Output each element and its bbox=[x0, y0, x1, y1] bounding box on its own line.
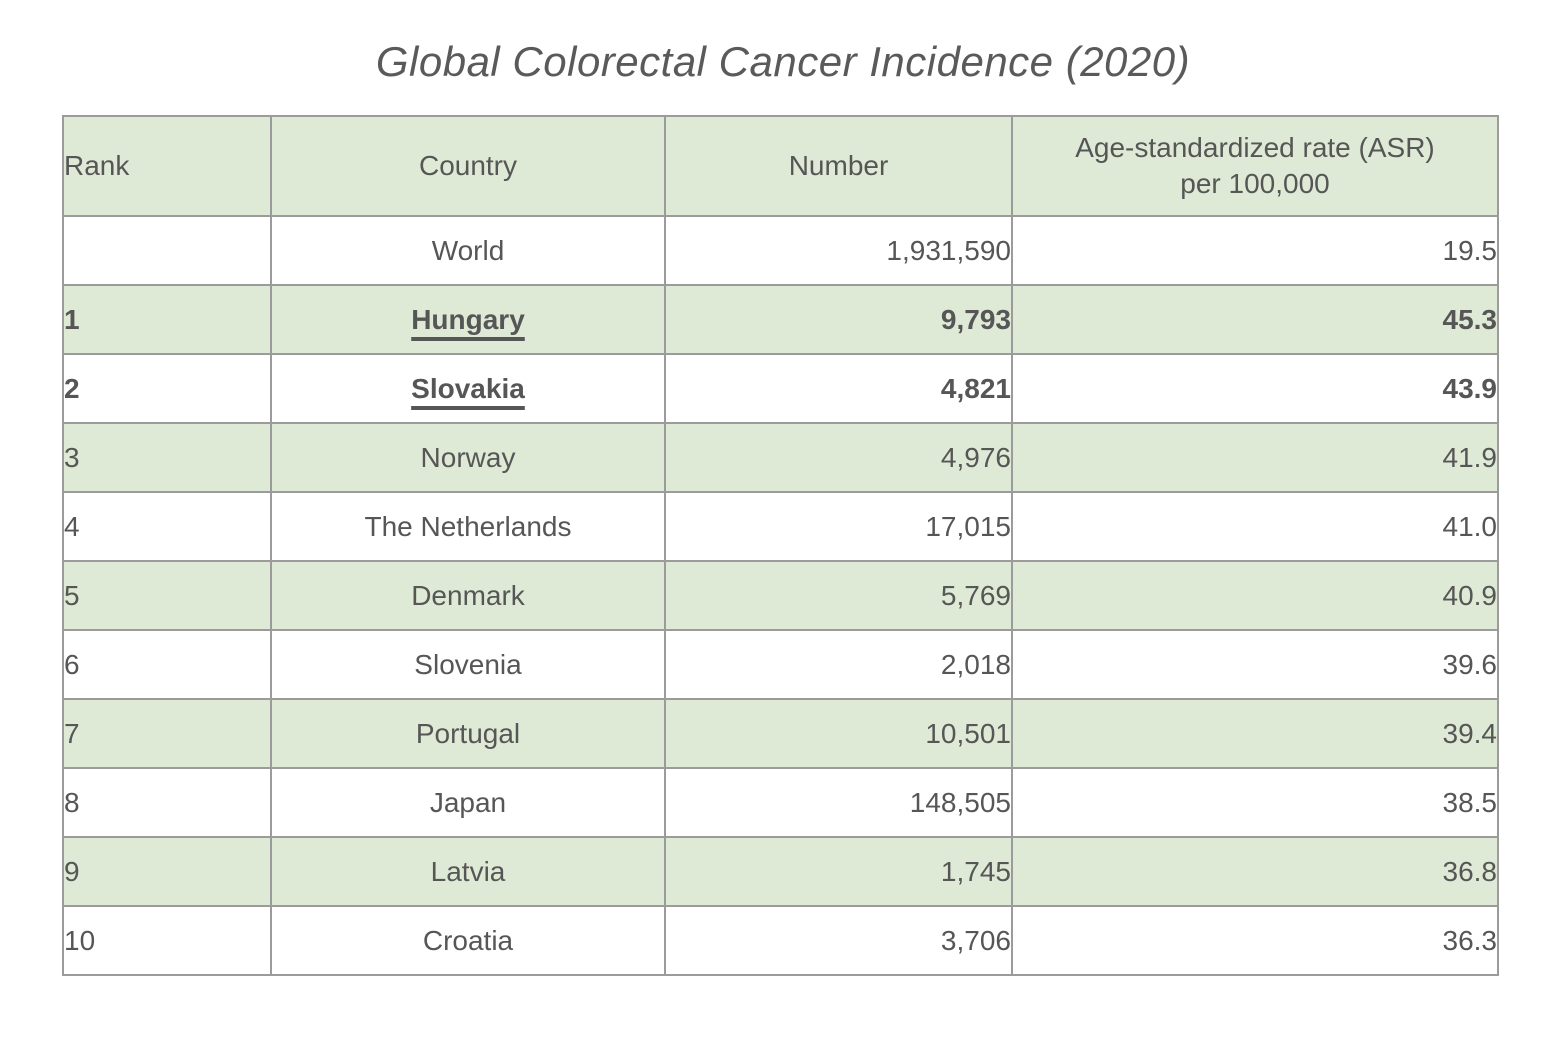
cell-number: 17,015 bbox=[664, 491, 1013, 562]
cell-asr: 41.9 bbox=[1011, 422, 1499, 493]
cell-number: 1,745 bbox=[664, 836, 1013, 907]
cell-number: 3,706 bbox=[664, 905, 1013, 976]
cell-rank: 5 bbox=[62, 560, 272, 631]
cell-asr: 43.9 bbox=[1011, 353, 1499, 424]
header-asr-line1: Age-standardized rate (ASR) bbox=[1075, 131, 1435, 163]
cell-asr: 39.6 bbox=[1011, 629, 1499, 700]
header-number: Number bbox=[664, 115, 1013, 217]
header-row: Rank Country Number Age-standardized rat… bbox=[62, 115, 1499, 217]
table-body: World 1,931,590 19.5 1 Hungary 9,793 45.… bbox=[62, 215, 1499, 976]
cell-country: Hungary bbox=[270, 284, 666, 355]
table-row-japan: 8 Japan 148,505 38.5 bbox=[62, 767, 1499, 838]
incidence-table: Rank Country Number Age-standardized rat… bbox=[62, 115, 1499, 976]
cell-asr: 40.9 bbox=[1011, 560, 1499, 631]
cell-rank: 9 bbox=[62, 836, 272, 907]
page-title: Global Colorectal Cancer Incidence (2020… bbox=[375, 38, 1191, 85]
cell-rank: 6 bbox=[62, 629, 272, 700]
cell-number: 4,821 bbox=[664, 353, 1013, 424]
table-row-norway: 3 Norway 4,976 41.9 bbox=[62, 422, 1499, 493]
cell-rank: 1 bbox=[62, 284, 272, 355]
table-header: Rank Country Number Age-standardized rat… bbox=[62, 115, 1499, 217]
table-row-slovakia: 2 Slovakia 4,821 43.9 bbox=[62, 353, 1499, 424]
cell-rank: 2 bbox=[62, 353, 272, 424]
cell-rank: 3 bbox=[62, 422, 272, 493]
cell-country: Norway bbox=[270, 422, 666, 493]
cell-number: 5,769 bbox=[664, 560, 1013, 631]
table-row-croatia: 10 Croatia 3,706 36.3 bbox=[62, 905, 1499, 976]
table-row-hungary: 1 Hungary 9,793 45.3 bbox=[62, 284, 1499, 355]
cell-asr: 39.4 bbox=[1011, 698, 1499, 769]
cell-country: Slovakia bbox=[270, 353, 666, 424]
cell-country: Slovenia bbox=[270, 629, 666, 700]
header-rank: Rank bbox=[62, 115, 272, 217]
cell-number: 148,505 bbox=[664, 767, 1013, 838]
cell-country: The Netherlands bbox=[270, 491, 666, 562]
table-row-denmark: 5 Denmark 5,769 40.9 bbox=[62, 560, 1499, 631]
cell-rank bbox=[62, 215, 272, 286]
table-row-slovenia: 6 Slovenia 2,018 39.6 bbox=[62, 629, 1499, 700]
header-country: Country bbox=[270, 115, 666, 217]
cell-rank: 7 bbox=[62, 698, 272, 769]
cell-asr: 19.5 bbox=[1011, 215, 1499, 286]
cell-country: Portugal bbox=[270, 698, 666, 769]
header-asr: Age-standardized rate (ASR) per 100,000 bbox=[1011, 115, 1499, 217]
cell-country: Denmark bbox=[270, 560, 666, 631]
header-asr-line2: per 100,000 bbox=[1180, 168, 1330, 199]
cell-number: 4,976 bbox=[664, 422, 1013, 493]
cell-asr: 36.8 bbox=[1011, 836, 1499, 907]
cell-country: Japan bbox=[270, 767, 666, 838]
cell-rank: 10 bbox=[62, 905, 272, 976]
cell-number: 10,501 bbox=[664, 698, 1013, 769]
cell-rank: 8 bbox=[62, 767, 272, 838]
table-row-portugal: 7 Portugal 10,501 39.4 bbox=[62, 698, 1499, 769]
cell-number: 2,018 bbox=[664, 629, 1013, 700]
cell-country: World bbox=[270, 215, 666, 286]
cell-asr: 45.3 bbox=[1011, 284, 1499, 355]
cell-asr: 38.5 bbox=[1011, 767, 1499, 838]
cell-number: 9,793 bbox=[664, 284, 1013, 355]
table-row-world: World 1,931,590 19.5 bbox=[62, 215, 1499, 286]
table-row-latvia: 9 Latvia 1,745 36.8 bbox=[62, 836, 1499, 907]
cell-asr: 36.3 bbox=[1011, 905, 1499, 976]
table-row-netherlands: 4 The Netherlands 17,015 41.0 bbox=[62, 491, 1499, 562]
cell-country: Latvia bbox=[270, 836, 666, 907]
cell-country: Croatia bbox=[270, 905, 666, 976]
cell-asr: 41.0 bbox=[1011, 491, 1499, 562]
cell-number: 1,931,590 bbox=[664, 215, 1013, 286]
cell-rank: 4 bbox=[62, 491, 272, 562]
